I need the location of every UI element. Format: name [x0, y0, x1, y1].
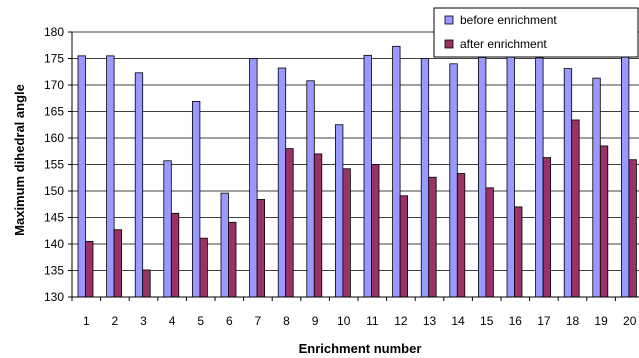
bar-after-enrichment [228, 221, 237, 298]
bar-before-enrichment [77, 55, 86, 298]
legend-box [433, 7, 639, 58]
y-tick-label: 180 [44, 25, 64, 39]
y-tick-label: 170 [44, 78, 64, 92]
x-tick-label: 3 [140, 314, 147, 328]
x-tick-label: 5 [197, 314, 204, 328]
x-tick-label: 20 [623, 314, 637, 328]
bar-after-enrichment [199, 237, 208, 298]
bar-after-enrichment [514, 206, 523, 298]
bar-after-enrichment [628, 159, 637, 298]
x-tick-label: 10 [337, 314, 351, 328]
x-tick-label: 6 [226, 314, 233, 328]
x-axis-title: Enrichment number [299, 341, 422, 356]
legend-swatch-before [444, 15, 454, 25]
bar-before-enrichment [563, 68, 573, 298]
bar-before-enrichment [106, 55, 115, 298]
x-tick-label: 18 [566, 314, 580, 328]
bar-after-enrichment [399, 195, 409, 298]
y-tick-label: 165 [44, 105, 64, 119]
bar-before-enrichment [535, 57, 544, 298]
y-tick-label: 135 [44, 264, 64, 278]
x-tick-label: 13 [423, 314, 437, 328]
bar-before-enrichment [392, 45, 401, 298]
bar-before-enrichment [134, 72, 144, 298]
legend: before enrichment after enrichment [433, 7, 639, 58]
bar-after-enrichment [599, 145, 609, 298]
x-tick-label: 17 [537, 314, 551, 328]
bar-before-enrichment [191, 101, 201, 298]
x-tick-label: 9 [312, 314, 319, 328]
bar-before-enrichment [506, 55, 515, 298]
bar-before-enrichment [477, 57, 487, 298]
bar-after-enrichment [313, 153, 323, 298]
bar-after-enrichment [428, 176, 437, 298]
bar-after-enrichment [485, 187, 494, 298]
x-tick-label: 14 [451, 314, 465, 328]
bar-before-enrichment [363, 54, 372, 298]
y-tick-label: 130 [44, 290, 64, 304]
y-tick-label: 145 [44, 211, 64, 225]
bar-before-enrichment [420, 58, 430, 298]
bar-before-enrichment [220, 192, 229, 298]
x-tick-label: 11 [366, 314, 379, 328]
bar-after-enrichment [456, 173, 466, 298]
bar-before-enrichment [249, 58, 258, 298]
bar-after-enrichment [542, 157, 551, 298]
bar-before-enrichment [334, 124, 344, 298]
legend-swatch-after [444, 39, 454, 49]
gridlines [72, 31, 639, 298]
x-tick-label: 19 [594, 314, 608, 328]
legend-label-before: before enrichment [460, 13, 557, 27]
bar-before-enrichment [592, 77, 601, 298]
y-tick-label: 155 [44, 158, 64, 172]
x-tick-label: 15 [480, 314, 494, 328]
bar-before-enrichment [306, 80, 315, 298]
bar-before-enrichment [449, 63, 458, 298]
legend-label-after: after enrichment [460, 37, 547, 51]
x-tick-label: 12 [394, 314, 408, 328]
bar-after-enrichment [113, 229, 122, 298]
bar-after-enrichment [85, 240, 94, 298]
y-tick-label: 140 [44, 237, 64, 251]
bar-before-enrichment [277, 67, 287, 298]
x-tick-label: 16 [509, 314, 523, 328]
bar-after-enrichment [342, 168, 351, 298]
y-tick-label: 160 [44, 131, 64, 145]
bar-after-enrichment [256, 199, 266, 298]
y-tick-label: 175 [44, 52, 64, 66]
bar-before-enrichment [163, 160, 172, 298]
x-tick-label: 7 [255, 314, 262, 328]
y-tick-label: 150 [44, 184, 64, 198]
bar-after-enrichment [170, 212, 180, 298]
bar-after-enrichment [371, 164, 380, 298]
bar-after-enrichment [285, 148, 294, 298]
bar-after-enrichment [571, 119, 580, 298]
bar-before-enrichment [621, 55, 630, 298]
x-tick-label: 8 [283, 314, 290, 328]
x-tick-label: 1 [83, 314, 90, 328]
bars [77, 45, 637, 298]
bar-after-enrichment [142, 269, 151, 298]
x-tick-label: 2 [112, 314, 119, 328]
x-tick-label: 4 [169, 314, 176, 328]
y-axis-title: Maximum dihedral angle [12, 84, 27, 236]
